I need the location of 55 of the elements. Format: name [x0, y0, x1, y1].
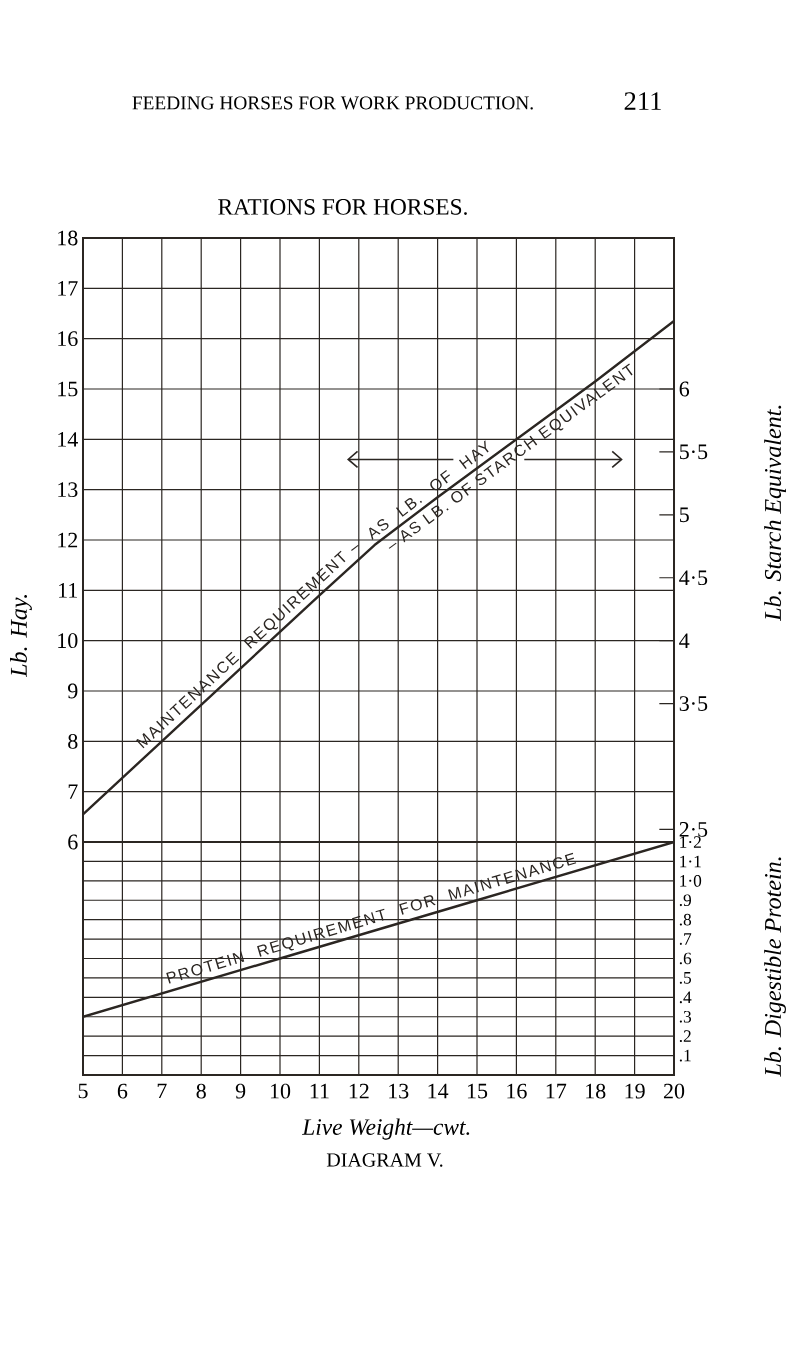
x-tick-label: 16	[507, 1083, 527, 1099]
x-tick-label: 9	[235, 1083, 246, 1099]
y2-axis-title: Lb. Starch Equivalent.	[764, 405, 786, 622]
y-tick-label: 17	[58, 281, 78, 296]
y2-tick-label: 3·5	[679, 696, 708, 711]
y-tick-label: .3	[679, 1010, 692, 1023]
y-axis-title: Lb. Digestible Protein.	[764, 857, 786, 1077]
chart-title: RATIONS FOR HORSES.	[218, 199, 467, 215]
text: DIAGRAM V.	[326, 1153, 443, 1167]
text: 211	[624, 92, 661, 110]
x-tick-label: 13	[389, 1083, 409, 1099]
y-tick-label: 14	[58, 432, 78, 447]
y-tick-label: 9	[68, 683, 78, 699]
y-tick-label: .4	[679, 991, 692, 1004]
y2-tick-label: 2·5	[679, 822, 708, 837]
y2-tick-label: 5·5	[680, 444, 708, 460]
y-tick-label: 16	[58, 331, 78, 347]
y2-tick-label: 5	[680, 507, 689, 523]
y-tick-label: .8	[679, 913, 692, 926]
x-tick-label: 11	[310, 1083, 329, 1099]
x-tick-label: 6	[117, 1083, 128, 1099]
y-tick-label: .2	[679, 1030, 691, 1043]
y-tick-label: .6	[679, 952, 692, 965]
x-tick-label: 12	[349, 1083, 369, 1099]
x-tick-label: 15	[467, 1083, 488, 1099]
x-tick-label: 20	[663, 1083, 685, 1099]
y-tick-label: 11	[59, 583, 77, 598]
y-tick-label: 15	[58, 381, 78, 397]
x-tick-label: 17	[546, 1083, 567, 1099]
y-tick-label: 6	[68, 834, 78, 850]
y-tick-label: 1·1	[680, 855, 701, 868]
y-tick-label: .5	[679, 972, 692, 984]
x-tick-label: 7	[157, 1083, 167, 1099]
y-axis-title: Lb. Hay.	[10, 594, 32, 678]
y-tick-label: 18	[58, 230, 78, 246]
y-tick-label: .9	[679, 894, 691, 907]
y-tick-label: .1	[679, 1049, 691, 1062]
x-axis-title: Live Weight—cwt.	[302, 1118, 470, 1140]
y2-tick-label: 4·5	[679, 570, 708, 586]
y-tick-label: .7	[679, 933, 692, 945]
text: FEEDING HORSES FOR WORK PRODUCTION.	[132, 96, 533, 110]
y-tick-label: 1·0	[680, 875, 702, 887]
x-tick-label: 19	[625, 1083, 645, 1099]
x-tick-label: 14	[428, 1083, 449, 1099]
x-tick-label: 10	[270, 1083, 291, 1099]
y2-tick-label: 4	[679, 633, 690, 648]
y-tick-label: 13	[58, 482, 78, 498]
x-tick-label: 8	[196, 1083, 206, 1099]
y-tick-label: 8	[68, 733, 78, 749]
y-tick-label: 7	[68, 784, 78, 799]
y-tick-label: 12	[58, 532, 78, 548]
x-tick-label: 5	[78, 1083, 88, 1099]
y-tick-label: 1·2	[680, 836, 701, 848]
x-tick-label: 18	[586, 1083, 606, 1099]
y-tick-label: 10	[58, 633, 78, 649]
